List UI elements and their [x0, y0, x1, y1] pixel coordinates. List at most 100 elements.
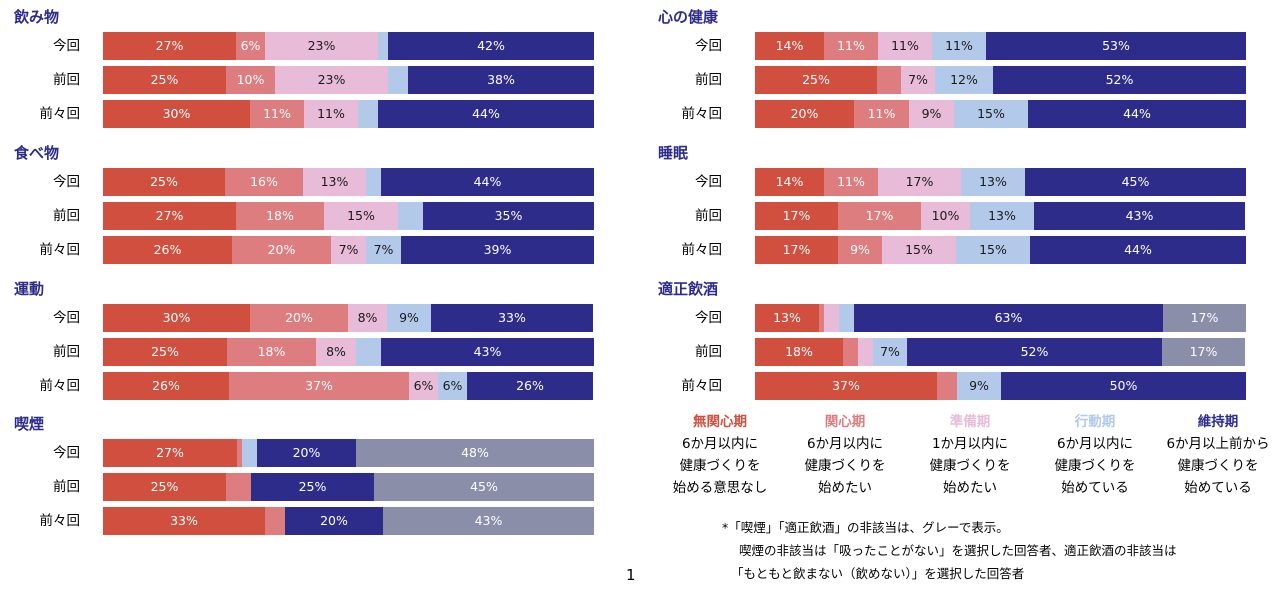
data-label: 9% — [969, 378, 989, 393]
seg-junbi: 23% — [275, 66, 388, 94]
data-label: 27% — [155, 38, 184, 53]
legend-label: 無関心期 — [693, 414, 747, 430]
panel-title: 適正飲酒 — [658, 280, 719, 298]
seg-iji: 26% — [467, 372, 593, 400]
data-label: 52% — [1105, 72, 1134, 87]
stacked-bar: 26% 20% 7% 7% 39% — [103, 236, 594, 264]
seg-mukanshin: 25% — [103, 168, 225, 196]
data-label: 7% — [908, 72, 928, 87]
legend-desc-line: 健康づくりを — [1177, 458, 1259, 474]
data-label: 20% — [790, 106, 819, 121]
seg-iji: 43% — [1034, 202, 1245, 230]
seg-junbi: 15% — [882, 236, 956, 264]
seg-junbi: 6% — [409, 372, 438, 400]
data-label: 11% — [867, 106, 896, 121]
seg-mukanshin: 14% — [755, 32, 824, 60]
legend-kanshin: 関心期 6か月以内に 健康づくりを 始めたい — [786, 411, 904, 499]
data-label: 23% — [307, 38, 336, 53]
stacked-bar: 13% 63% 17% — [755, 304, 1246, 332]
seg-mukanshin: 26% — [103, 236, 232, 264]
row-label: 前回 — [695, 208, 722, 224]
seg-junbi: 7% — [331, 236, 366, 264]
seg-kodo: 6% — [438, 372, 467, 400]
seg-kanshin — [226, 473, 251, 501]
seg-kanshin: 11% — [824, 32, 878, 60]
data-label: 17% — [905, 174, 934, 189]
data-label: 23% — [317, 72, 346, 87]
stacked-bar: 17% 9% 15% 15% 44% — [755, 236, 1246, 264]
legend-label: 維持期 — [1197, 414, 1239, 430]
data-label: 13% — [320, 174, 349, 189]
seg-kanshin: 18% — [236, 202, 324, 230]
seg-junbi: 8% — [348, 304, 387, 332]
data-label: 7% — [373, 242, 394, 257]
seg-iji: 38% — [408, 66, 594, 94]
stacked-bar: 37% 9% 50% — [755, 372, 1246, 400]
data-label: 11% — [891, 38, 919, 53]
row-label: 前々回 — [39, 106, 81, 122]
seg-junbi: 15% — [324, 202, 398, 230]
seg-kodo — [388, 66, 408, 94]
row-label: 前々回 — [39, 242, 81, 258]
legend-desc-line: 始めたい — [818, 480, 872, 496]
seg-iji: 45% — [1025, 168, 1246, 196]
seg-junbi — [824, 304, 839, 332]
stacked-bar: 27% 18% 15% 35% — [103, 202, 594, 230]
stacked-bar: 30% 20% 8% 9% 33% — [103, 304, 594, 332]
seg-iji: 44% — [378, 100, 594, 128]
seg-kanshin: 16% — [225, 168, 303, 196]
legend-desc-line: 6か月以内に — [806, 436, 884, 452]
data-label: 7% — [338, 242, 359, 257]
data-label: 10% — [236, 72, 265, 87]
stacked-bar: 33% 20% 43% — [103, 507, 594, 535]
seg-kodo: 13% — [970, 202, 1034, 230]
seg-kanshin: 17% — [838, 202, 921, 230]
seg-kodo — [839, 304, 854, 332]
data-label: 44% — [1124, 242, 1152, 257]
data-label: 8% — [357, 310, 378, 325]
seg-kanshin: 11% — [854, 100, 909, 128]
row-label: 今回 — [695, 174, 722, 190]
row-label: 前々回 — [681, 378, 723, 394]
seg-mukanshin: 27% — [103, 202, 236, 230]
data-label: 11% — [317, 106, 345, 121]
data-label: 33% — [498, 310, 526, 325]
footnote-line: *「喫煙」「適正飲酒」の非該当は、グレーで表示。 — [722, 520, 1009, 535]
stacked-bar: 25% 7% 12% 52% — [755, 66, 1246, 94]
panel-title: 睡眠 — [658, 144, 689, 162]
data-label: 8% — [326, 344, 346, 359]
data-label: 13% — [988, 208, 1016, 223]
row-label: 今回 — [53, 38, 80, 54]
seg-kodo — [356, 338, 381, 366]
panel-title: 食べ物 — [14, 144, 60, 162]
legend-desc-line: 健康づくりを — [1054, 458, 1136, 474]
stacked-bar: 25% 25% 45% — [103, 473, 594, 501]
seg-mukanshin: 30% — [103, 100, 250, 128]
panel-title: 飲み物 — [14, 8, 60, 26]
seg-kanshin: 6% — [236, 32, 265, 60]
data-label: 12% — [950, 72, 978, 87]
seg-kanshin: 37% — [229, 372, 409, 400]
seg-mukanshin: 25% — [103, 66, 226, 94]
legend-label: 関心期 — [824, 414, 866, 430]
stacked-bar: 14% 11% 11% 11% 53% — [755, 32, 1246, 60]
row-label: 前回 — [53, 208, 80, 224]
seg-junbi: 9% — [909, 100, 954, 128]
data-label: 45% — [470, 479, 498, 494]
seg-kodo — [398, 202, 423, 230]
row-label: 前回 — [53, 72, 80, 88]
legend-desc-line: 健康づくりを — [679, 458, 761, 474]
data-label: 44% — [1123, 106, 1151, 121]
data-label: 18% — [257, 344, 286, 359]
seg-kodo: 11% — [932, 32, 986, 60]
data-label: 20% — [320, 513, 348, 528]
data-label: 25% — [298, 479, 327, 494]
legend-kodo: 行動期 6か月以内に 健康づくりを 始めている — [1036, 411, 1154, 499]
panel-title: 運動 — [14, 280, 45, 298]
legend-iji: 維持期 6か月以上前から 健康づくりを 始めている — [1159, 411, 1277, 499]
seg-na: 43% — [383, 507, 594, 535]
data-label: 27% — [156, 445, 184, 460]
seg-mukanshin: 27% — [103, 439, 237, 467]
row-label: 今回 — [53, 445, 80, 461]
